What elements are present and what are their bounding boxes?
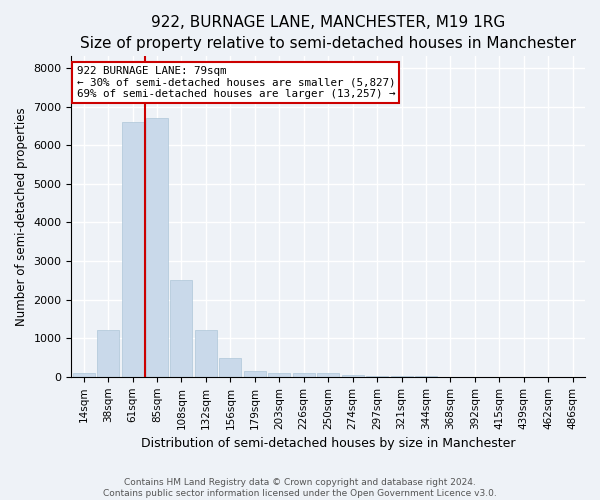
Bar — [244, 371, 266, 377]
Text: 922 BURNAGE LANE: 79sqm
← 30% of semi-detached houses are smaller (5,827)
69% of: 922 BURNAGE LANE: 79sqm ← 30% of semi-de… — [77, 66, 395, 99]
Bar — [293, 373, 315, 377]
Bar — [97, 330, 119, 377]
Bar — [391, 376, 413, 377]
Bar — [195, 330, 217, 377]
Bar — [220, 358, 241, 377]
Bar — [341, 375, 364, 377]
Bar — [366, 376, 388, 377]
Title: 922, BURNAGE LANE, MANCHESTER, M19 1RG
Size of property relative to semi-detache: 922, BURNAGE LANE, MANCHESTER, M19 1RG S… — [80, 15, 576, 51]
Bar — [268, 373, 290, 377]
Bar — [146, 118, 168, 377]
Bar — [73, 373, 95, 377]
X-axis label: Distribution of semi-detached houses by size in Manchester: Distribution of semi-detached houses by … — [141, 437, 515, 450]
Bar — [122, 122, 143, 377]
Bar — [317, 373, 339, 377]
Y-axis label: Number of semi-detached properties: Number of semi-detached properties — [15, 108, 28, 326]
Bar — [170, 280, 193, 377]
Text: Contains HM Land Registry data © Crown copyright and database right 2024.
Contai: Contains HM Land Registry data © Crown c… — [103, 478, 497, 498]
